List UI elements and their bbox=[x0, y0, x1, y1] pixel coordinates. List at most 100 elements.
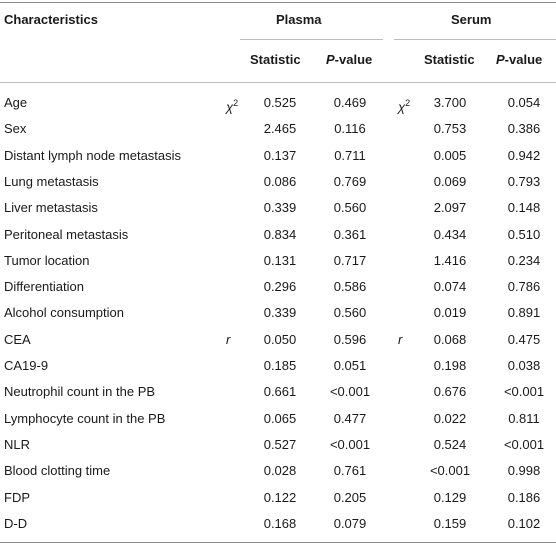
row-label: Distant lymph node metastasis bbox=[4, 148, 182, 163]
row-label: Peritoneal metastasis bbox=[4, 227, 129, 242]
plasma-pvalue: 0.116 bbox=[334, 121, 366, 136]
plasma-pvalue: <0.001 bbox=[329, 437, 371, 452]
serum-pvalue: 0.054 bbox=[507, 95, 541, 110]
serum-pvalue: 0.942 bbox=[507, 148, 541, 163]
plasma-statistic: 0.122 bbox=[263, 490, 297, 505]
plasma-statistic: 0.168 bbox=[263, 516, 297, 531]
row-label: Sex bbox=[4, 121, 27, 136]
serum-statistic: 0.069 bbox=[433, 174, 467, 189]
plasma-pvalue: 0.560 bbox=[333, 305, 367, 320]
test-symbol-text: χ bbox=[398, 99, 406, 115]
serum-pvalue: 0.186 bbox=[507, 490, 541, 505]
test-symbol-text: χ bbox=[226, 99, 234, 115]
header-serum-pvalue: P-value bbox=[496, 52, 543, 67]
test-symbol-text: r bbox=[398, 332, 403, 347]
plasma-statistic: 0.185 bbox=[263, 358, 297, 373]
superscript: 2 bbox=[233, 98, 239, 108]
plasma-pvalue: 0.205 bbox=[333, 490, 367, 505]
header-characteristics: Characteristics bbox=[4, 12, 98, 27]
row-label: FDP bbox=[4, 490, 30, 505]
serum-statistic: 0.159 bbox=[433, 516, 467, 531]
serum-statistic: 3.700 bbox=[433, 95, 467, 110]
row-label: Lymphocyte count in the PB bbox=[4, 411, 166, 426]
serum-pvalue: 0.786 bbox=[507, 279, 541, 294]
plasma-pvalue: 0.711 bbox=[334, 148, 366, 163]
test-symbol-plasma: r bbox=[226, 332, 230, 348]
test-symbol-serum: χ2 bbox=[398, 95, 410, 115]
serum-pvalue: 0.891 bbox=[507, 305, 541, 320]
row-label: Age bbox=[4, 95, 28, 110]
plasma-pvalue: 0.051 bbox=[333, 358, 367, 373]
header-plasma-statistic: Statistic bbox=[250, 52, 301, 67]
plasma-pvalue: 0.477 bbox=[333, 411, 367, 426]
plasma-statistic: 0.137 bbox=[263, 148, 297, 163]
serum-statistic: 0.068 bbox=[433, 332, 467, 347]
plasma-statistic: 0.296 bbox=[263, 279, 297, 294]
plasma-pvalue: 0.596 bbox=[333, 332, 367, 347]
bottom-rule bbox=[0, 542, 556, 543]
serum-pvalue: 0.386 bbox=[507, 121, 541, 136]
row-label: D-D bbox=[4, 516, 28, 531]
serum-statistic: 0.129 bbox=[433, 490, 467, 505]
row-label: Blood clotting time bbox=[4, 463, 111, 478]
serum-statistic: 0.074 bbox=[433, 279, 467, 294]
serum-statistic: 0.022 bbox=[433, 411, 467, 426]
plasma-statistic: 0.339 bbox=[263, 305, 297, 320]
plasma-statistic: 0.086 bbox=[263, 174, 297, 189]
serum-pvalue: <0.001 bbox=[503, 437, 545, 452]
row-label: NLR bbox=[4, 437, 31, 452]
serum-pvalue: 0.038 bbox=[507, 358, 541, 373]
plasma-statistic: 0.661 bbox=[263, 384, 297, 399]
serum-statistic: 0.005 bbox=[433, 148, 467, 163]
plasma-statistic: 0.028 bbox=[263, 463, 297, 478]
serum-statistic: 0.753 bbox=[433, 121, 467, 136]
serum-statistic: 0.434 bbox=[433, 227, 467, 242]
plasma-statistic: 0.339 bbox=[263, 200, 297, 215]
plasma-pvalue: 0.761 bbox=[333, 463, 367, 478]
serum-pvalue: 0.102 bbox=[507, 516, 541, 531]
plasma-statistic: 0.834 bbox=[263, 227, 297, 242]
plasma-pvalue: 0.361 bbox=[333, 227, 367, 242]
serum-statistic: 2.097 bbox=[433, 200, 467, 215]
plasma-statistic: 0.131 bbox=[263, 253, 297, 268]
test-symbol-plasma: χ2 bbox=[226, 95, 238, 115]
plasma-pvalue: 0.717 bbox=[333, 253, 367, 268]
top-rule bbox=[0, 2, 556, 3]
serum-underline bbox=[394, 39, 556, 40]
serum-pvalue: 0.998 bbox=[507, 463, 541, 478]
row-label: CEA bbox=[4, 332, 31, 347]
plasma-statistic: 2.465 bbox=[263, 121, 297, 136]
test-symbol-text: r bbox=[226, 332, 231, 347]
serum-pvalue: <0.001 bbox=[503, 384, 545, 399]
serum-statistic: 1.416 bbox=[433, 253, 467, 268]
header-rule bbox=[0, 82, 556, 83]
row-label: Tumor location bbox=[4, 253, 90, 268]
row-label: Differentiation bbox=[4, 279, 84, 294]
serum-pvalue: 0.234 bbox=[507, 253, 541, 268]
serum-statistic: 0.524 bbox=[433, 437, 467, 452]
serum-pvalue: 0.811 bbox=[508, 411, 540, 426]
plasma-pvalue: 0.586 bbox=[333, 279, 367, 294]
serum-pvalue: 0.148 bbox=[507, 200, 541, 215]
header-plasma: Plasma bbox=[276, 12, 322, 27]
plasma-statistic: 0.050 bbox=[263, 332, 297, 347]
serum-pvalue: 0.475 bbox=[507, 332, 541, 347]
serum-statistic: 0.676 bbox=[433, 384, 467, 399]
test-symbol-serum: r bbox=[398, 332, 402, 348]
plasma-pvalue: 0.469 bbox=[333, 95, 367, 110]
plasma-pvalue: 0.560 bbox=[333, 200, 367, 215]
superscript: 2 bbox=[405, 98, 411, 108]
header-plasma-pvalue: P-value bbox=[326, 52, 373, 67]
plasma-pvalue: <0.001 bbox=[329, 384, 371, 399]
serum-statistic: <0.001 bbox=[429, 463, 471, 478]
serum-statistic: 0.198 bbox=[433, 358, 467, 373]
serum-pvalue: 0.510 bbox=[507, 227, 541, 242]
row-label: Neutrophil count in the PB bbox=[4, 384, 156, 399]
row-label: Lung metastasis bbox=[4, 174, 99, 189]
plasma-statistic: 0.525 bbox=[263, 95, 297, 110]
row-label: Alcohol consumption bbox=[4, 305, 124, 320]
serum-pvalue: 0.793 bbox=[507, 174, 541, 189]
plasma-statistic: 0.065 bbox=[263, 411, 297, 426]
row-label: CA19-9 bbox=[4, 358, 49, 373]
